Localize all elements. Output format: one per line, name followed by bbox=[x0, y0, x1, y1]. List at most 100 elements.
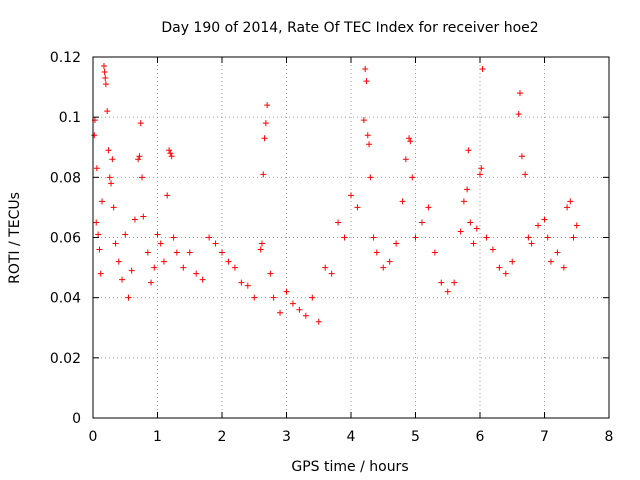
data-point bbox=[99, 198, 106, 205]
data-point bbox=[219, 249, 225, 256]
data-point bbox=[412, 234, 419, 241]
data-point bbox=[168, 153, 175, 160]
data-point bbox=[206, 234, 213, 241]
data-point bbox=[444, 288, 451, 295]
data-point bbox=[148, 279, 155, 286]
data-point bbox=[528, 240, 535, 247]
data-point bbox=[140, 213, 147, 220]
data-point bbox=[260, 171, 267, 178]
data-point bbox=[105, 147, 112, 154]
data-point bbox=[541, 216, 548, 223]
data-point bbox=[348, 192, 354, 199]
data-point bbox=[554, 249, 561, 256]
data-point bbox=[109, 156, 116, 163]
data-point bbox=[386, 258, 393, 265]
data-point bbox=[451, 279, 458, 286]
data-point bbox=[393, 240, 400, 247]
data-point bbox=[108, 180, 115, 187]
data-point bbox=[151, 264, 158, 271]
chart-title: Day 190 of 2014, Rate Of TEC Index for r… bbox=[161, 20, 538, 36]
data-point bbox=[104, 108, 111, 115]
data-point bbox=[262, 120, 269, 127]
data-point bbox=[160, 258, 167, 265]
data-point bbox=[438, 279, 445, 286]
data-point bbox=[525, 234, 532, 241]
data-point bbox=[112, 240, 119, 247]
x-tick-label: 5 bbox=[411, 429, 420, 445]
data-point bbox=[473, 225, 480, 232]
data-point bbox=[283, 288, 290, 295]
data-point bbox=[131, 216, 138, 223]
data-point bbox=[164, 192, 171, 199]
data-point bbox=[360, 117, 367, 124]
data-point bbox=[496, 264, 503, 271]
data-points bbox=[91, 63, 580, 325]
data-point bbox=[407, 138, 414, 145]
data-point bbox=[115, 258, 122, 265]
data-point bbox=[106, 174, 113, 181]
data-point bbox=[341, 234, 348, 241]
data-point bbox=[97, 270, 104, 277]
data-point bbox=[315, 318, 322, 325]
data-point bbox=[257, 246, 264, 253]
x-tick-label: 7 bbox=[540, 429, 549, 445]
data-point bbox=[137, 120, 144, 127]
y-axis-title: ROTI / TECUs bbox=[7, 192, 23, 284]
data-point bbox=[362, 66, 369, 73]
data-point bbox=[354, 204, 361, 211]
data-point bbox=[335, 219, 342, 226]
data-point bbox=[570, 234, 577, 241]
data-point bbox=[573, 222, 580, 229]
data-point bbox=[328, 270, 335, 277]
data-point bbox=[509, 258, 516, 265]
data-point bbox=[477, 171, 483, 178]
data-point bbox=[231, 264, 238, 271]
data-point bbox=[380, 264, 387, 271]
data-point bbox=[567, 198, 574, 205]
data-point bbox=[135, 156, 142, 163]
data-point bbox=[479, 66, 486, 73]
data-point bbox=[535, 222, 542, 229]
data-point bbox=[364, 132, 371, 139]
data-point bbox=[418, 219, 425, 226]
data-point bbox=[128, 267, 135, 274]
data-point bbox=[373, 249, 380, 256]
data-point bbox=[457, 228, 464, 235]
data-point bbox=[91, 132, 98, 139]
x-tick-label: 6 bbox=[476, 429, 485, 445]
data-point bbox=[96, 246, 103, 253]
data-point bbox=[186, 249, 193, 256]
data-point bbox=[302, 312, 309, 319]
x-axis-title: GPS time / hours bbox=[291, 459, 408, 475]
x-tick-label: 4 bbox=[347, 429, 356, 445]
data-point bbox=[489, 246, 496, 253]
data-point bbox=[95, 231, 102, 238]
data-point bbox=[309, 294, 316, 301]
data-point bbox=[402, 156, 409, 163]
x-tick-labels: 0 1 2 3 4 5 6 7 8 bbox=[89, 429, 614, 445]
data-point bbox=[180, 264, 187, 271]
data-point bbox=[225, 258, 232, 265]
x-tick-label: 2 bbox=[218, 429, 227, 445]
data-point bbox=[144, 249, 151, 256]
data-point bbox=[166, 147, 173, 154]
data-point bbox=[483, 234, 490, 241]
data-point bbox=[251, 294, 258, 301]
data-point bbox=[93, 219, 100, 226]
data-point bbox=[212, 240, 219, 247]
y-tick-label: 0 bbox=[72, 411, 81, 427]
data-point bbox=[289, 300, 296, 307]
y-tick-label: 0.04 bbox=[50, 291, 81, 307]
data-point bbox=[516, 90, 523, 97]
y-tick-label: 0.12 bbox=[50, 50, 81, 66]
data-point bbox=[470, 240, 477, 247]
data-point bbox=[122, 231, 129, 238]
data-point bbox=[544, 234, 551, 241]
data-point bbox=[467, 219, 474, 226]
data-point bbox=[110, 204, 117, 211]
y-tick-labels: 0 0.02 0.04 0.06 0.08 0.1 0.12 bbox=[50, 50, 81, 427]
data-point bbox=[170, 234, 177, 241]
data-point bbox=[367, 174, 374, 181]
data-point bbox=[363, 78, 370, 85]
